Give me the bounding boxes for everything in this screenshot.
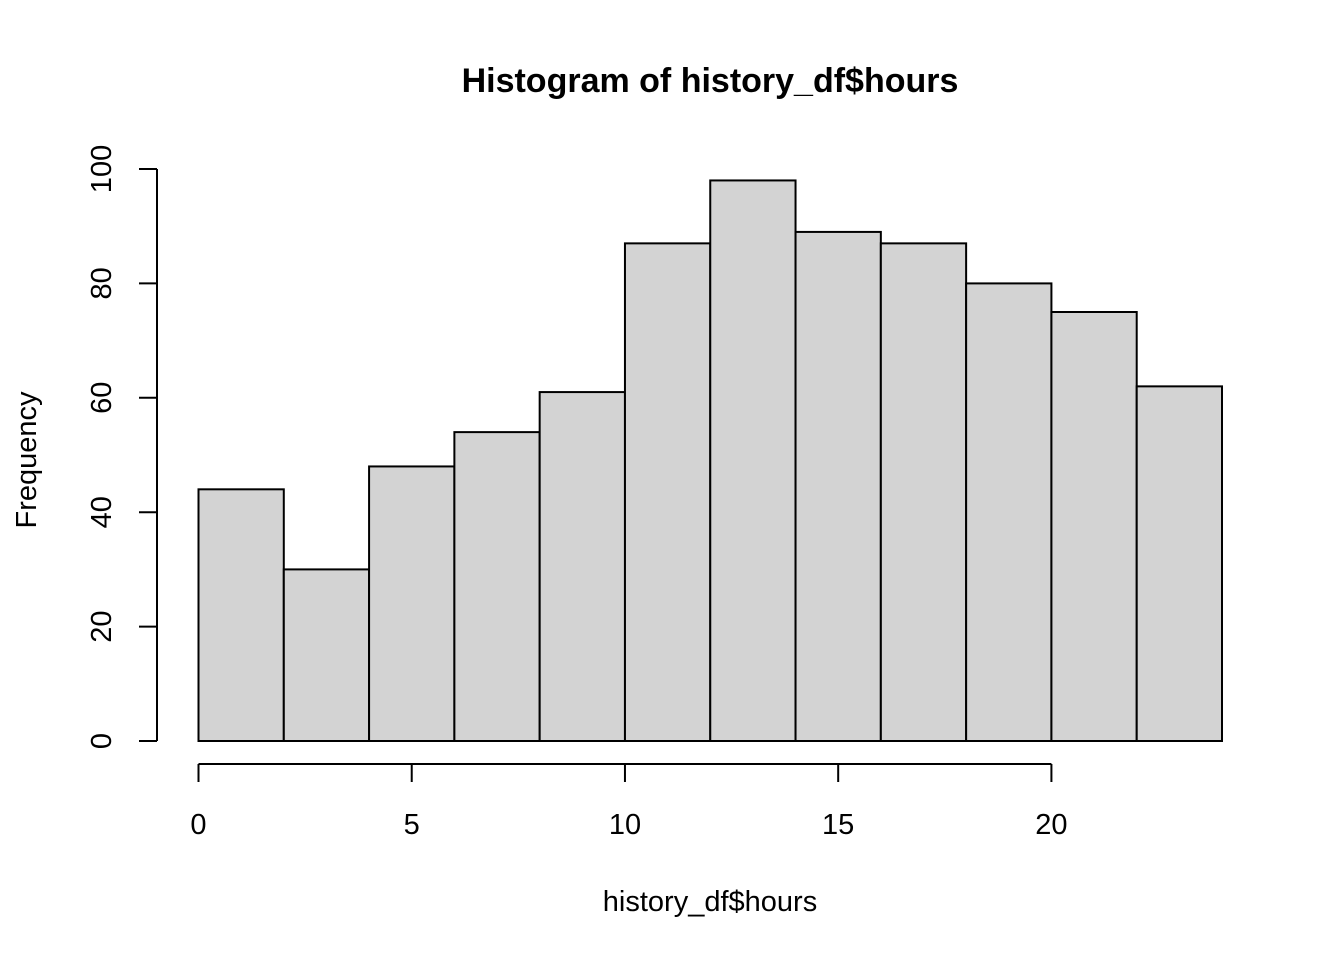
y-axis: 0 20 40 60 80 100: [86, 145, 158, 749]
x-tick-label-5: 5: [404, 809, 420, 841]
histogram-bar-5: [623, 242, 712, 743]
y-tick-label-100: 100: [86, 145, 118, 193]
y-tick-label-40: 40: [86, 496, 118, 528]
x-tick-label-20: 20: [1035, 809, 1067, 841]
y-tick-label-20: 20: [86, 610, 118, 642]
histogram-bar-7: [794, 230, 882, 742]
histogram-bars: [197, 179, 1224, 743]
y-axis-label: Frequency: [11, 391, 43, 529]
x-axis-label: history_df$hours: [603, 886, 817, 918]
histogram-bar-10: [1050, 311, 1138, 742]
histogram-bar-2: [368, 465, 456, 742]
x-axis: 0 5 10 15 20: [190, 763, 1068, 841]
histogram-bar-6: [709, 179, 797, 742]
histogram-bar-0: [197, 488, 285, 742]
y-tick-label-80: 80: [86, 267, 118, 299]
y-tick-label-0: 0: [86, 733, 118, 749]
chart-title: Histogram of history_df$hours: [462, 62, 959, 100]
x-tick-label-0: 0: [190, 809, 206, 841]
histogram-bar-1: [282, 568, 371, 743]
histogram-bar-8: [879, 242, 968, 743]
x-tick-label-15: 15: [822, 809, 854, 841]
y-tick-label-60: 60: [86, 382, 118, 414]
histogram-bar-3: [453, 431, 541, 742]
histogram-bar-11: [1135, 385, 1224, 742]
histogram-bar-4: [538, 391, 626, 742]
x-tick-label-10: 10: [609, 809, 641, 841]
histogram-bar-9: [965, 282, 1053, 742]
